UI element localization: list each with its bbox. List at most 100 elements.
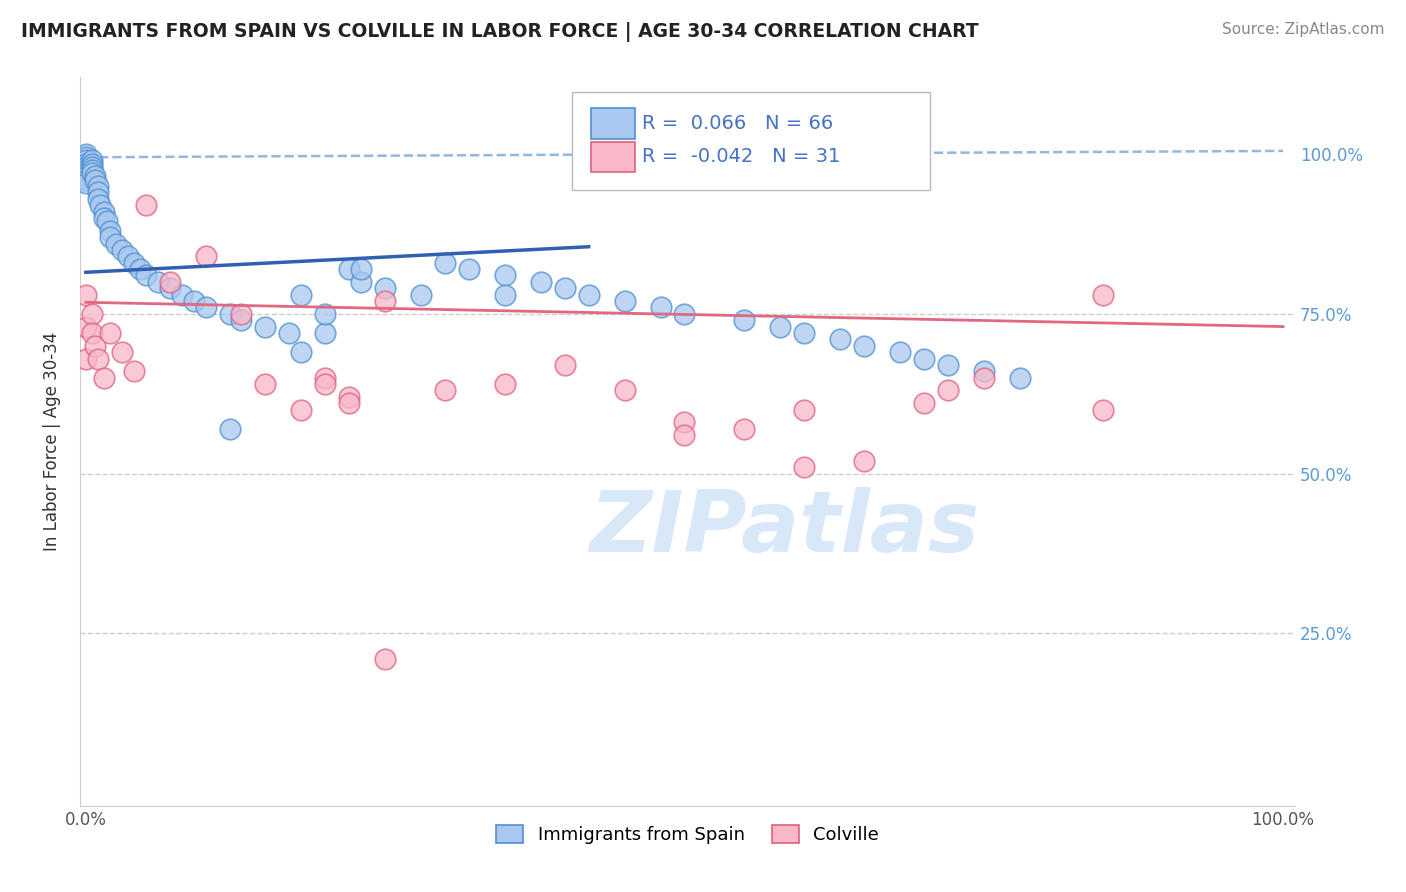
Colville [936, 384, 959, 398]
Immigrants from Spain [75, 156, 97, 170]
Immigrants from Spain [89, 198, 111, 212]
Colville [231, 307, 253, 321]
FancyBboxPatch shape [592, 142, 636, 172]
Colville [290, 402, 312, 417]
Colville [75, 287, 97, 301]
Immigrants from Spain [1008, 370, 1031, 384]
Immigrants from Spain [830, 332, 852, 346]
Immigrants from Spain [75, 172, 97, 186]
Colville [194, 249, 217, 263]
Colville [374, 652, 396, 666]
Colville [554, 358, 576, 372]
Text: IMMIGRANTS FROM SPAIN VS COLVILLE IN LABOR FORCE | AGE 30-34 CORRELATION CHART: IMMIGRANTS FROM SPAIN VS COLVILLE IN LAB… [21, 22, 979, 42]
Immigrants from Spain [75, 166, 97, 180]
Colville [84, 339, 107, 353]
Immigrants from Spain [337, 262, 360, 277]
Immigrants from Spain [254, 319, 277, 334]
Colville [93, 370, 115, 384]
Immigrants from Spain [170, 287, 193, 301]
Immigrants from Spain [75, 163, 97, 178]
Immigrants from Spain [350, 262, 373, 277]
Immigrants from Spain [278, 326, 301, 340]
Immigrants from Spain [75, 147, 97, 161]
Colville [87, 351, 110, 366]
Immigrants from Spain [793, 326, 815, 340]
Immigrants from Spain [75, 176, 97, 190]
Immigrants from Spain [98, 224, 121, 238]
Immigrants from Spain [494, 268, 516, 283]
Immigrants from Spain [673, 307, 696, 321]
Immigrants from Spain [613, 293, 636, 308]
Colville [912, 396, 935, 410]
Colville [111, 345, 134, 359]
Colville [613, 384, 636, 398]
Immigrants from Spain [80, 160, 103, 174]
Colville [75, 319, 97, 334]
Colville [337, 390, 360, 404]
Immigrants from Spain [135, 268, 157, 283]
Immigrants from Spain [93, 204, 115, 219]
Immigrants from Spain [530, 275, 553, 289]
Immigrants from Spain [290, 287, 312, 301]
Colville [314, 377, 336, 392]
Colville [254, 377, 277, 392]
Immigrants from Spain [409, 287, 432, 301]
Legend: Immigrants from Spain, Colville: Immigrants from Spain, Colville [496, 825, 879, 844]
Colville [80, 326, 103, 340]
Colville [793, 460, 815, 475]
Immigrants from Spain [84, 169, 107, 184]
Colville [973, 370, 995, 384]
Immigrants from Spain [733, 313, 755, 327]
Colville [434, 384, 457, 398]
Immigrants from Spain [314, 307, 336, 321]
Colville [673, 428, 696, 442]
Text: R =  -0.042   N = 31: R = -0.042 N = 31 [643, 147, 841, 166]
Immigrants from Spain [218, 307, 240, 321]
Y-axis label: In Labor Force | Age 30-34: In Labor Force | Age 30-34 [44, 332, 60, 551]
Immigrants from Spain [936, 358, 959, 372]
Immigrants from Spain [912, 351, 935, 366]
Immigrants from Spain [75, 169, 97, 184]
Immigrants from Spain [96, 214, 118, 228]
Immigrants from Spain [84, 172, 107, 186]
Colville [733, 422, 755, 436]
Immigrants from Spain [80, 156, 103, 170]
Text: R =  0.066   N = 66: R = 0.066 N = 66 [643, 114, 834, 133]
Colville [75, 351, 97, 366]
Immigrants from Spain [111, 243, 134, 257]
Immigrants from Spain [769, 319, 792, 334]
Immigrants from Spain [75, 160, 97, 174]
Immigrants from Spain [183, 293, 205, 308]
Colville [1092, 402, 1115, 417]
Colville [159, 275, 181, 289]
Immigrants from Spain [128, 262, 150, 277]
Immigrants from Spain [75, 150, 97, 164]
Immigrants from Spain [80, 166, 103, 180]
Immigrants from Spain [218, 422, 240, 436]
Immigrants from Spain [194, 301, 217, 315]
Immigrants from Spain [146, 275, 169, 289]
Immigrants from Spain [80, 163, 103, 178]
Immigrants from Spain [853, 339, 876, 353]
Colville [853, 454, 876, 468]
Immigrants from Spain [98, 230, 121, 244]
Immigrants from Spain [350, 275, 373, 289]
Immigrants from Spain [117, 249, 139, 263]
Immigrants from Spain [314, 326, 336, 340]
Immigrants from Spain [434, 256, 457, 270]
Colville [494, 377, 516, 392]
Text: Source: ZipAtlas.com: Source: ZipAtlas.com [1222, 22, 1385, 37]
Immigrants from Spain [458, 262, 481, 277]
Immigrants from Spain [650, 301, 672, 315]
Immigrants from Spain [87, 192, 110, 206]
Immigrants from Spain [231, 313, 253, 327]
Immigrants from Spain [159, 281, 181, 295]
Immigrants from Spain [80, 153, 103, 168]
Immigrants from Spain [494, 287, 516, 301]
FancyBboxPatch shape [572, 92, 931, 190]
Immigrants from Spain [122, 256, 145, 270]
Immigrants from Spain [554, 281, 576, 295]
Immigrants from Spain [374, 281, 396, 295]
Colville [374, 293, 396, 308]
Colville [135, 198, 157, 212]
